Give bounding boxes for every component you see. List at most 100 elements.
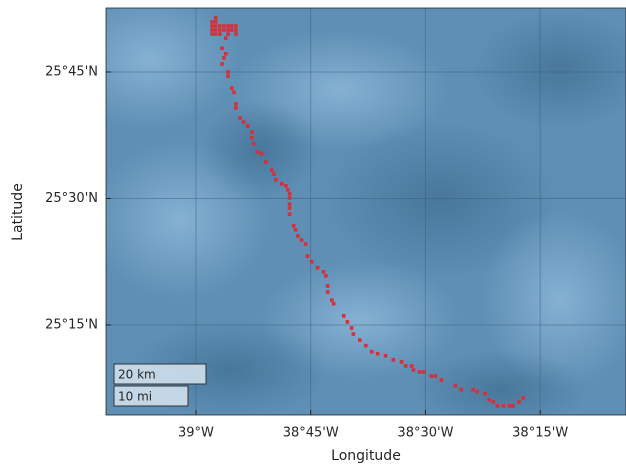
marker — [502, 404, 506, 408]
marker — [274, 178, 278, 182]
chart: 20 km 10 mi Longitude Latitude 39°W38°45… — [0, 0, 626, 468]
marker — [284, 184, 288, 188]
scale-label: 10 mi — [118, 390, 152, 404]
marker — [250, 130, 254, 134]
x-axis-label: Longitude — [331, 448, 401, 464]
marker — [288, 192, 292, 196]
marker — [517, 400, 521, 404]
marker — [288, 206, 292, 210]
marker — [453, 384, 457, 388]
marker — [226, 24, 230, 28]
marker — [264, 160, 268, 164]
marker — [304, 242, 308, 246]
marker — [242, 120, 246, 124]
marker — [234, 106, 238, 110]
marker — [376, 352, 380, 356]
marker — [392, 358, 396, 362]
marker — [234, 32, 238, 36]
marker — [511, 404, 515, 408]
marker — [346, 320, 350, 324]
marker — [222, 28, 226, 32]
marker — [214, 20, 218, 24]
marker — [210, 20, 214, 24]
marker — [214, 24, 218, 28]
marker — [230, 86, 234, 90]
marker — [252, 142, 256, 146]
marker — [404, 364, 408, 368]
marker — [521, 396, 525, 400]
marker — [234, 24, 238, 28]
marker — [234, 28, 238, 32]
marker — [483, 392, 487, 396]
x-tick-label: 38°30'W — [397, 426, 453, 441]
marker — [332, 302, 336, 306]
marker — [508, 404, 512, 408]
marker — [306, 254, 310, 258]
marker — [288, 212, 292, 216]
marker — [210, 32, 214, 36]
marker — [250, 136, 254, 140]
marker — [288, 196, 292, 200]
y-tick-label: 25°30'N — [45, 191, 98, 206]
marker — [220, 46, 224, 50]
marker — [487, 398, 491, 402]
marker — [326, 284, 330, 288]
marker — [370, 350, 374, 354]
marker — [440, 378, 444, 382]
x-tick-label: 38°45'W — [283, 426, 339, 441]
page: 20 km 10 mi Longitude Latitude 39°W38°45… — [0, 0, 626, 472]
y-tick-label: 25°45'N — [45, 64, 98, 79]
marker — [222, 56, 226, 60]
marker — [300, 238, 304, 242]
marker — [246, 124, 250, 128]
marker — [459, 388, 463, 392]
scale-label: 20 km — [118, 368, 156, 382]
marker — [256, 150, 260, 154]
marker — [222, 24, 226, 28]
marker — [226, 32, 230, 36]
marker — [430, 374, 434, 378]
marker — [210, 24, 214, 28]
marker — [496, 404, 500, 408]
marker — [475, 390, 479, 394]
marker — [471, 388, 475, 392]
marker — [384, 354, 388, 358]
marker — [210, 28, 214, 32]
marker — [218, 28, 222, 32]
marker — [316, 266, 320, 270]
marker — [220, 62, 224, 66]
marker — [410, 364, 414, 368]
marker — [296, 234, 300, 238]
marker — [310, 260, 314, 264]
marker — [288, 202, 292, 206]
marker — [330, 298, 334, 302]
marker — [324, 274, 328, 278]
marker — [412, 368, 416, 372]
y-tick-label: 25°15'N — [45, 317, 98, 332]
marker — [286, 188, 290, 192]
marker — [232, 90, 236, 94]
marker — [226, 28, 230, 32]
marker — [326, 290, 330, 294]
marker — [260, 152, 264, 156]
marker — [322, 270, 326, 274]
marker — [230, 28, 234, 32]
marker — [214, 32, 218, 36]
marker — [226, 74, 230, 78]
marker — [224, 52, 228, 56]
marker — [342, 314, 346, 318]
marker — [238, 116, 242, 120]
marker — [358, 338, 362, 342]
marker — [352, 332, 356, 336]
marker — [350, 326, 354, 330]
marker — [234, 102, 238, 106]
marker — [364, 344, 368, 348]
marker — [218, 24, 222, 28]
marker — [230, 24, 234, 28]
marker — [214, 28, 218, 32]
marker — [294, 228, 298, 232]
marker — [272, 172, 276, 176]
y-axis-label: Latitude — [10, 183, 26, 241]
marker — [292, 224, 296, 228]
marker — [218, 32, 222, 36]
